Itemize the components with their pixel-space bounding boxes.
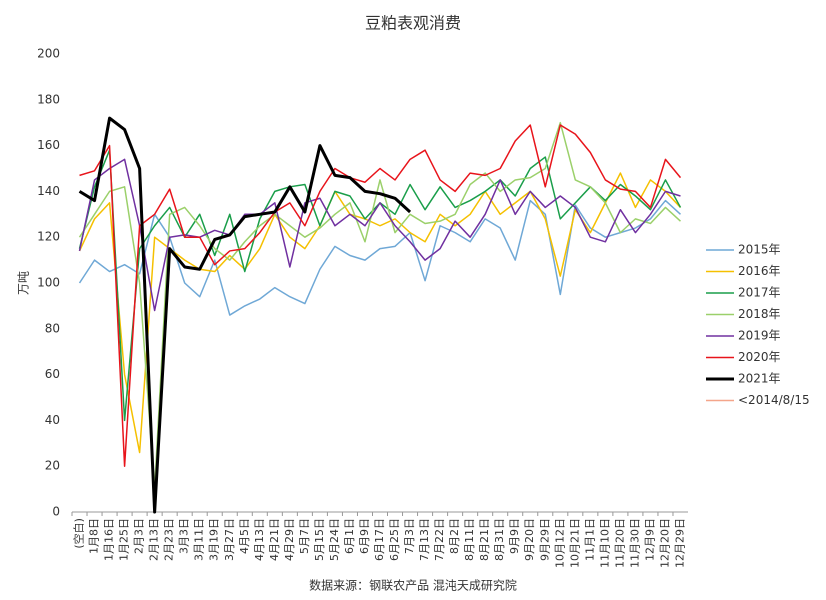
series-line (78, 199, 681, 316)
chart-title: 豆粕表观消费 (365, 14, 461, 33)
x-tick-label: 1月25日 (118, 518, 131, 561)
x-tick-label: 7月3日 (403, 518, 416, 554)
x-tick-label: 11月1日 (583, 518, 596, 561)
y-tick-label: 40 (45, 413, 60, 427)
y-tick-label: 160 (37, 138, 60, 152)
y-tick-label: 180 (37, 92, 60, 106)
x-tick-label: 3月11日 (193, 518, 206, 561)
x-tick-label: 1月16日 (103, 518, 116, 561)
x-tick-label: 3月19日 (208, 518, 221, 561)
y-tick-label: 60 (45, 367, 60, 381)
legend-label: 2021年 (738, 372, 781, 386)
x-tick-label: 3月3日 (178, 518, 191, 554)
x-tick-label: 12月9日 (643, 518, 656, 561)
legend-label: 2016年 (738, 264, 781, 278)
series-line (78, 121, 681, 490)
series-line (79, 124, 682, 467)
x-tick-label: 6月25日 (388, 518, 401, 561)
y-tick-label: 80 (45, 321, 60, 335)
x-tick-label: 3月27日 (223, 518, 236, 561)
y-tick-label: 140 (37, 184, 60, 198)
x-tick-label: 4月13日 (253, 518, 266, 561)
y-tick-label: 0 (52, 505, 60, 519)
x-tick-label: 8月21日 (478, 518, 491, 561)
series-line (78, 116, 412, 514)
y-axis-label: 万吨 (17, 271, 31, 295)
x-tick-label: 4月21日 (268, 518, 281, 561)
x-tick-label: 6月9日 (358, 518, 371, 554)
x-tick-label: 5月7日 (298, 518, 311, 554)
x-tick-label: 1月8日 (88, 518, 101, 554)
x-tick-label: 4月29日 (283, 518, 296, 561)
legend-label: 2017年 (738, 286, 781, 300)
y-tick-label: 100 (37, 276, 60, 290)
x-tick-label: 10月12日 (553, 518, 566, 568)
x-tick-label: 5月15日 (313, 518, 326, 561)
x-tick-label: 8月11日 (463, 518, 476, 561)
source-note: 数据来源：钢联农产品 混沌天成研究院 (309, 578, 517, 593)
x-tick-label: 6月1日 (343, 518, 356, 554)
series-line (78, 158, 681, 312)
x-tick-label: 6月17日 (373, 518, 386, 561)
x-tick-label: 7月13日 (418, 518, 431, 561)
x-tick-label: 4月5日 (238, 518, 251, 554)
x-tick-label: 9月9日 (508, 518, 521, 554)
x-tick-label: 8月2日 (448, 518, 461, 554)
y-tick-label: 20 (45, 459, 60, 473)
x-tick-label: 2月23日 (163, 518, 176, 561)
x-tick-label: 12月29日 (673, 518, 686, 568)
x-tick-label: 10月21日 (568, 518, 581, 568)
x-tick-label: 8月31日 (493, 518, 506, 561)
x-tick-label: 7月22日 (433, 518, 446, 561)
x-tick-label: 9月29日 (538, 518, 551, 561)
x-tick-label: 11月20日 (613, 518, 626, 568)
x-tick-label: 11月10日 (598, 518, 611, 568)
x-tick-label: 12月20日 (658, 518, 671, 568)
x-tick-label: 2月13日 (148, 518, 161, 561)
x-tick-label: 9月20日 (523, 518, 536, 561)
legend-label: 2018年 (738, 307, 781, 321)
y-tick-label: 200 (37, 47, 60, 61)
x-tick-label: 11月30日 (628, 518, 641, 568)
legend-label: 2015年 (738, 243, 781, 257)
y-tick-label: 120 (37, 230, 60, 244)
legend-label: 2019年 (738, 329, 781, 343)
x-tick-label: (空白) (72, 518, 86, 549)
legend-label: <2014/8/15 (738, 393, 810, 407)
legend-label: 2020年 (738, 350, 781, 364)
x-tick-label: 5月24日 (328, 518, 341, 561)
x-tick-label: 2月3日 (133, 518, 146, 554)
